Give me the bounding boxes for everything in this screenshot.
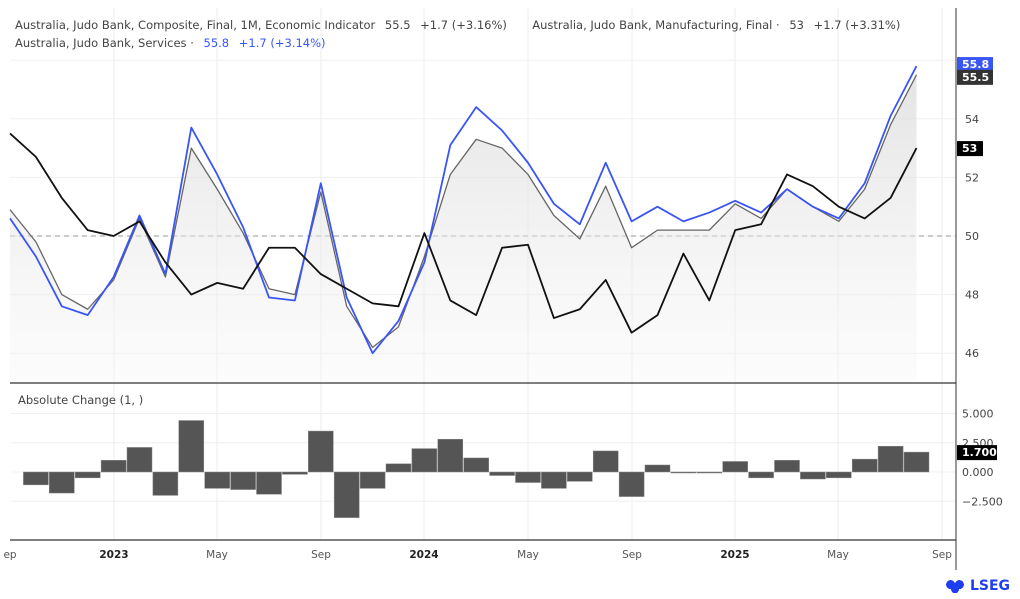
price-axis-tick: 50 [965,230,979,243]
main-price-pane[interactable] [9,65,956,382]
change-bar[interactable] [800,471,826,480]
legend-composite-label[interactable]: Australia, Judo Bank, Composite, Final, … [15,18,376,32]
composite-area [10,74,917,382]
change-bar[interactable] [152,471,179,496]
legend-services-label[interactable]: Australia, Judo Bank, Services · [15,36,194,50]
time-axis-label: May [827,549,849,561]
change-bar[interactable] [774,460,800,473]
time-axis-label: Sep [311,549,331,561]
change-bar[interactable] [463,457,489,473]
change-bar[interactable] [877,446,904,473]
lseg-logo-text: LSEG [969,578,1010,594]
change-axis-tick: 5.000 [962,408,994,421]
manufacturing-price-badge: 53 [957,141,983,157]
change-bar[interactable] [644,464,671,473]
change-bar[interactable] [541,471,567,489]
legend-manufacturing-label[interactable]: Australia, Judo Bank, Manufacturing, Fin… [532,18,780,32]
change-bar[interactable] [282,471,308,475]
change-bar[interactable] [204,471,230,489]
price-axis-tick: 52 [965,171,979,184]
legend-manufacturing-change: +1.7 (+3.31%) [813,18,901,32]
change-bar[interactable] [126,447,153,473]
time-axis-label: May [206,549,228,561]
change-bar[interactable] [230,471,256,490]
change-bar[interactable] [515,471,541,483]
time-axis-label: Sep [932,549,952,561]
change-axis-tick: 0.000 [962,466,994,479]
change-bar[interactable] [385,463,412,473]
time-axis-label: 2025 [720,549,749,561]
change-bar[interactable] [359,471,386,489]
change-bar[interactable] [567,471,593,482]
composite-line[interactable] [9,74,918,348]
lseg-logo: LSEG [943,578,1010,594]
change-bar[interactable] [903,451,930,473]
change-bar[interactable] [74,471,101,479]
svg-text:1.700: 1.700 [962,446,997,459]
change-bar[interactable] [696,471,723,474]
change-bar[interactable] [256,471,282,495]
svg-text:55.8: 55.8 [962,58,989,71]
legend-services-change: +1.7 (+3.14%) [238,36,326,50]
services-price-badge: 55.8 [957,57,993,73]
time-axis-label: May [517,549,539,561]
absolute-change-pane[interactable] [23,420,930,518]
change-bar[interactable] [411,448,438,473]
svg-text:53: 53 [962,142,977,155]
change-axis-tick: −2.500 [962,495,1003,508]
lower-pane-title: Absolute Change (1, ) [18,393,144,407]
change-bar[interactable] [670,471,697,474]
change-bar[interactable] [49,471,75,494]
price-axis-tick: 48 [965,289,979,302]
change-bar[interactable] [826,471,852,479]
price-axis-tick: 54 [965,113,979,126]
time-axis-label: 2024 [409,549,438,561]
svg-text:55.5: 55.5 [962,71,989,84]
legend-manufacturing-value: 53 [789,18,804,32]
chart-legend: Australia, Judo Bank, Composite, Final, … [15,16,900,52]
change-bar[interactable] [489,471,515,476]
time-axis-label: 2023 [99,549,128,561]
composite-price-badge: 55.5 [957,69,993,85]
change-bar[interactable] [23,471,49,486]
price-axis-tick: 46 [965,347,979,360]
change-bar[interactable] [748,471,774,479]
lseg-logo-icon [943,579,966,593]
change-bar[interactable] [618,471,645,497]
time-axis-label: Sep [622,549,642,561]
change-bar[interactable] [592,450,619,473]
legend-composite-change: +1.7 (+3.16%) [420,18,507,32]
change-bar[interactable] [308,430,334,473]
change-bar[interactable] [333,471,360,518]
services-line[interactable] [9,65,918,355]
legend-services-value: 55.8 [203,36,230,50]
legend-row-1: Australia, Judo Bank, Composite, Final, … [15,16,900,34]
legend-composite-value: 55.5 [384,18,411,32]
manufacturing-line[interactable] [9,132,918,334]
change-bar[interactable] [722,461,748,473]
legend-row-2: Australia, Judo Bank, Services · 55.8 +1… [15,34,900,52]
change-bar[interactable] [437,438,464,473]
change-value-badge: 1.700 [957,445,997,461]
time-axis-label: ep [3,549,16,561]
axes: 54525048465.0002.5000.000−2.50055.855.55… [3,8,1003,570]
change-bar[interactable] [100,460,127,473]
change-bar[interactable] [851,458,878,473]
change-bar[interactable] [178,420,205,473]
